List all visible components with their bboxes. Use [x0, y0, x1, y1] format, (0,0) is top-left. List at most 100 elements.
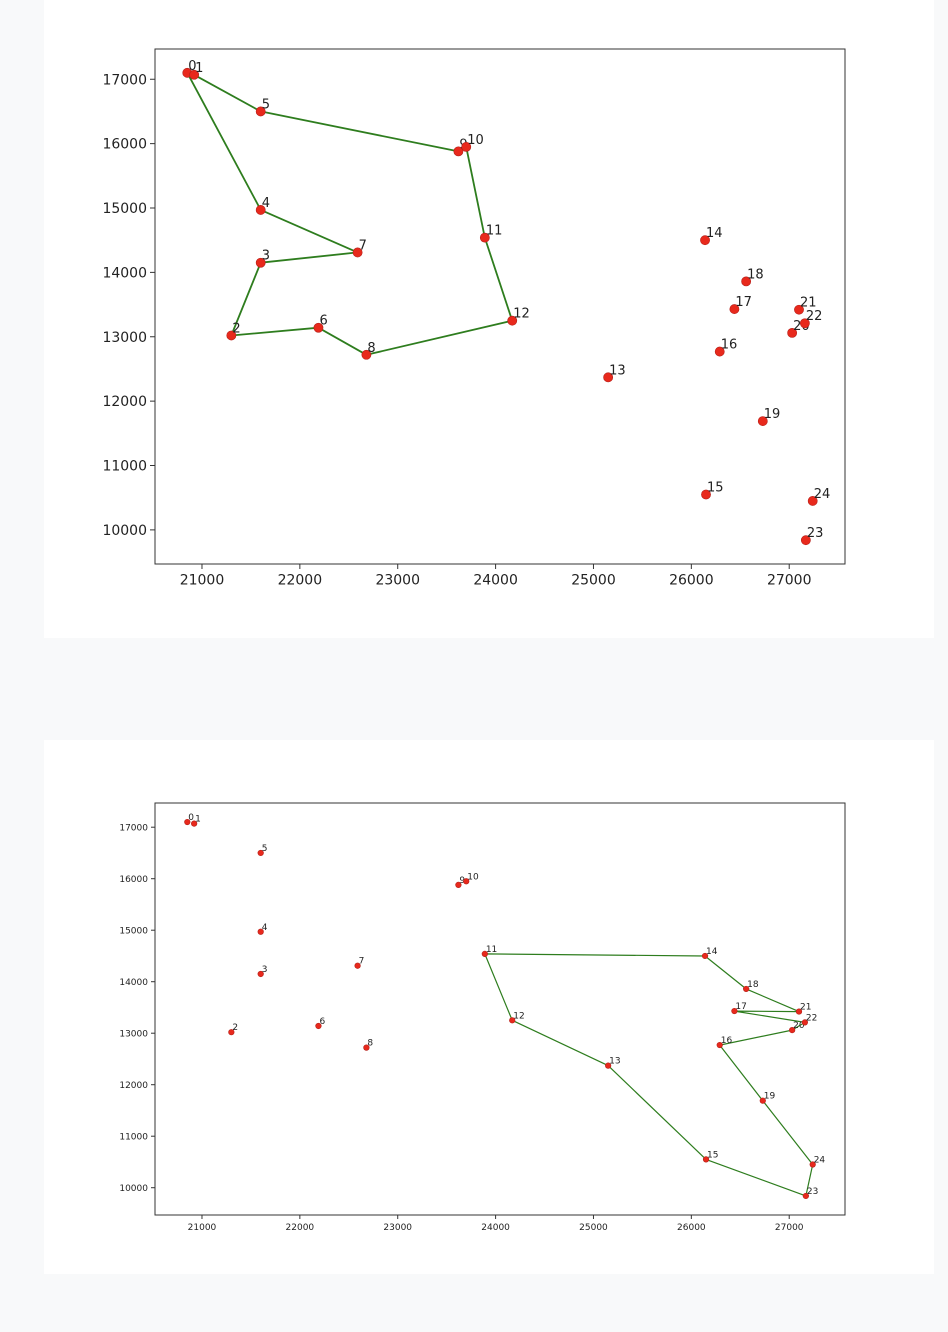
city-point-24 — [809, 1161, 816, 1168]
city-point-11 — [479, 232, 490, 243]
y-tick-label: 15000 — [102, 201, 147, 217]
city-label-15: 15 — [707, 480, 724, 495]
city-label-24: 24 — [814, 1156, 826, 1166]
city-label-18: 18 — [747, 980, 759, 990]
y-tick-label: 17000 — [119, 823, 148, 833]
city-label-17: 17 — [735, 1002, 746, 1012]
route-path — [186, 71, 514, 356]
city-label-4: 4 — [262, 923, 268, 933]
city-label-14: 14 — [706, 226, 723, 241]
y-tick-label: 13000 — [119, 1029, 148, 1039]
y-tick-label: 13000 — [102, 330, 147, 346]
city-point-3 — [257, 970, 264, 978]
city-label-3: 3 — [262, 965, 268, 975]
city-label-11: 11 — [486, 945, 497, 955]
y-tick-label: 17000 — [102, 72, 147, 88]
city-point-3 — [255, 257, 266, 268]
city-label-9: 9 — [459, 876, 465, 886]
x-tick-label: 25000 — [571, 573, 616, 589]
y-tick-label: 14000 — [102, 265, 147, 281]
city-label-19: 19 — [764, 407, 781, 422]
x-tick-label: 23000 — [375, 573, 420, 589]
city-point-6 — [315, 1022, 322, 1030]
city-point-13 — [603, 372, 614, 383]
x-tick-label: 26000 — [669, 573, 714, 589]
city-point-5 — [255, 106, 266, 117]
city-point-0 — [184, 818, 191, 826]
city-point-14 — [700, 235, 710, 246]
x-tick-label: 27000 — [775, 1223, 804, 1233]
city-point-7 — [352, 247, 363, 258]
city-label-24: 24 — [814, 487, 831, 502]
city-label-1: 1 — [195, 61, 203, 76]
city-point-21 — [794, 304, 804, 315]
city-point-17 — [729, 304, 740, 314]
city-point-9 — [455, 881, 462, 888]
city-point-22 — [801, 1019, 808, 1026]
city-label-5: 5 — [262, 97, 270, 112]
city-label-16: 16 — [721, 338, 738, 353]
y-tick-label: 15000 — [119, 926, 148, 936]
city-label-12: 12 — [513, 1011, 524, 1021]
city-point-7 — [354, 962, 361, 969]
city-point-23 — [800, 535, 811, 546]
city-point-5 — [257, 849, 264, 857]
x-tick-label: 22000 — [286, 1223, 315, 1233]
city-point-2 — [228, 1029, 235, 1036]
y-tick-label: 11000 — [119, 1132, 148, 1142]
city-label-10: 10 — [467, 872, 479, 882]
x-tick-label: 21000 — [188, 1223, 217, 1233]
city-label-7: 7 — [359, 957, 365, 967]
x-tick-label: 24000 — [481, 1223, 510, 1233]
city-label-0: 0 — [188, 59, 196, 74]
y-tick-label: 16000 — [102, 137, 147, 153]
city-point-19 — [759, 1097, 766, 1104]
city-label-5: 5 — [262, 844, 268, 854]
x-tick-label: 27000 — [767, 573, 812, 589]
city-point-10 — [461, 141, 472, 152]
city-label-23: 23 — [807, 526, 824, 541]
city-label-23: 23 — [807, 1187, 818, 1197]
city-label-6: 6 — [319, 314, 327, 329]
city-label-7: 7 — [359, 238, 367, 253]
city-point-15 — [702, 1156, 710, 1163]
city-point-18 — [741, 276, 752, 287]
city-point-1 — [191, 820, 198, 827]
city-point-20 — [789, 1027, 796, 1034]
city-point-23 — [802, 1192, 809, 1200]
city-point-4 — [257, 928, 264, 935]
city-label-17: 17 — [735, 295, 752, 310]
city-label-14: 14 — [706, 947, 718, 957]
y-tick-label: 12000 — [102, 394, 147, 410]
y-tick-label: 11000 — [102, 459, 147, 475]
city-point-1 — [189, 69, 200, 80]
city-label-12: 12 — [513, 307, 530, 322]
city-point-9 — [453, 146, 464, 157]
city-point-2 — [226, 330, 237, 341]
route-chart-top: 21000 22000 23000 24000 25000 26000 27000 10000… — [102, 48, 846, 589]
city-label-22: 22 — [806, 1013, 817, 1023]
city-point-16 — [716, 1041, 723, 1049]
city-label-1: 1 — [195, 815, 201, 825]
city-label-11: 11 — [486, 224, 503, 239]
city-point-18 — [743, 985, 750, 993]
city-label-8: 8 — [367, 341, 375, 356]
city-point-12 — [507, 315, 518, 326]
city-label-16: 16 — [721, 1036, 733, 1046]
city-point-12 — [509, 1017, 516, 1024]
chart-panel-bottom: 21000 22000 23000 24000 25000 26000 27000 10000… — [44, 740, 934, 1274]
x-tick-label: 26000 — [677, 1223, 706, 1233]
city-label-2: 2 — [232, 1023, 238, 1033]
x-tick-label: 22000 — [278, 573, 323, 589]
city-point-15 — [701, 489, 711, 500]
city-point-6 — [313, 322, 324, 333]
city-label-2: 2 — [232, 321, 240, 336]
city-label-6: 6 — [319, 1017, 325, 1027]
city-label-13: 13 — [609, 1057, 620, 1067]
x-tick-label: 21000 — [180, 573, 225, 589]
route-path — [484, 953, 814, 1197]
city-label-13: 13 — [609, 363, 626, 378]
city-point-17 — [731, 1007, 738, 1015]
city-point-19 — [757, 416, 768, 426]
city-label-21: 21 — [800, 1003, 811, 1013]
